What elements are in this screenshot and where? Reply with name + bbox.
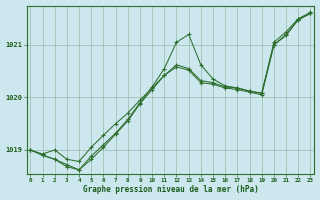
- X-axis label: Graphe pression niveau de la mer (hPa): Graphe pression niveau de la mer (hPa): [83, 185, 258, 194]
